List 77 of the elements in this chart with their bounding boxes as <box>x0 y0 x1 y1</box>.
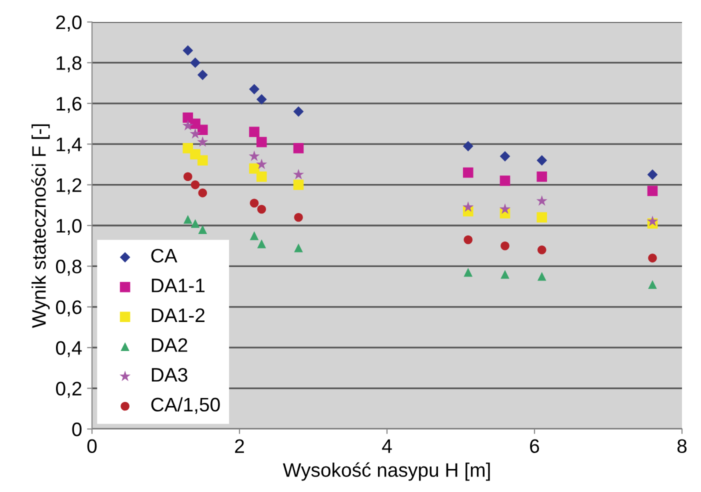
point <box>197 155 208 166</box>
point <box>500 176 510 186</box>
point <box>256 94 267 105</box>
point <box>648 280 657 289</box>
point <box>537 272 546 281</box>
legend-label: DA3 <box>152 368 188 382</box>
point <box>464 268 473 277</box>
point <box>462 201 474 212</box>
x-axis-title: Wysokość nasypu H [m] <box>282 462 490 481</box>
y-tick-label: 0,2 <box>56 382 82 398</box>
point <box>190 219 200 228</box>
point <box>292 168 304 180</box>
point <box>182 120 194 130</box>
point <box>249 163 260 174</box>
point <box>249 126 260 138</box>
point <box>499 203 511 214</box>
point <box>293 143 304 154</box>
y-tick-label: 1,6 <box>56 96 82 113</box>
point <box>293 106 304 117</box>
legend-label: DA1-1 <box>152 278 204 292</box>
point <box>647 186 658 196</box>
y-tick-label: 1,4 <box>56 138 82 154</box>
point <box>294 243 303 252</box>
point <box>190 58 200 68</box>
point <box>256 136 267 148</box>
y-tick-label: 1,0 <box>56 218 82 236</box>
point <box>190 128 201 139</box>
y-tick-label: 0,8 <box>56 260 82 276</box>
legend-label: CA/1,50 <box>151 397 220 414</box>
point <box>183 215 192 224</box>
point <box>646 216 658 226</box>
point <box>250 231 259 240</box>
x-tick-label: 8 <box>677 439 687 454</box>
point <box>248 150 260 162</box>
legend-label: DA2 <box>152 338 188 352</box>
point <box>190 180 200 190</box>
y-tick-label: 0 <box>72 422 82 436</box>
point <box>537 246 546 254</box>
point <box>648 254 657 262</box>
point <box>500 151 510 162</box>
legend-label: CA <box>151 248 178 263</box>
point <box>250 198 259 208</box>
point <box>500 241 510 250</box>
point <box>462 140 474 152</box>
y-tick-label: 0,6 <box>56 300 82 316</box>
y-tick-label: 0,4 <box>56 341 82 358</box>
point <box>536 155 548 166</box>
point <box>536 195 548 206</box>
x-tick-label: 6 <box>530 439 540 454</box>
point <box>197 124 208 136</box>
point <box>256 158 268 170</box>
x-tick-label: 2 <box>235 439 244 453</box>
point <box>182 45 194 56</box>
point <box>536 172 548 182</box>
point <box>183 172 192 182</box>
y-tick-label: 1,2 <box>56 178 82 194</box>
point <box>198 225 208 234</box>
legend-label: DA1-2 <box>152 308 204 322</box>
point <box>647 169 658 180</box>
x-tick-label: 4 <box>382 439 392 453</box>
point <box>500 270 510 279</box>
point <box>197 70 208 80</box>
point <box>293 180 304 190</box>
point <box>536 212 548 223</box>
point <box>197 136 208 147</box>
x-tick-label: 0 <box>87 439 97 454</box>
y-axis-title: Wynik stateczności F [-] <box>31 124 50 328</box>
point <box>256 172 267 182</box>
point <box>257 204 266 214</box>
point <box>257 239 266 248</box>
point <box>198 188 208 198</box>
point <box>294 212 303 222</box>
point <box>462 167 474 178</box>
y-tick-label: 2,0 <box>56 15 82 32</box>
point <box>249 84 260 94</box>
y-tick-label: 1,8 <box>56 56 82 72</box>
point <box>464 235 473 244</box>
